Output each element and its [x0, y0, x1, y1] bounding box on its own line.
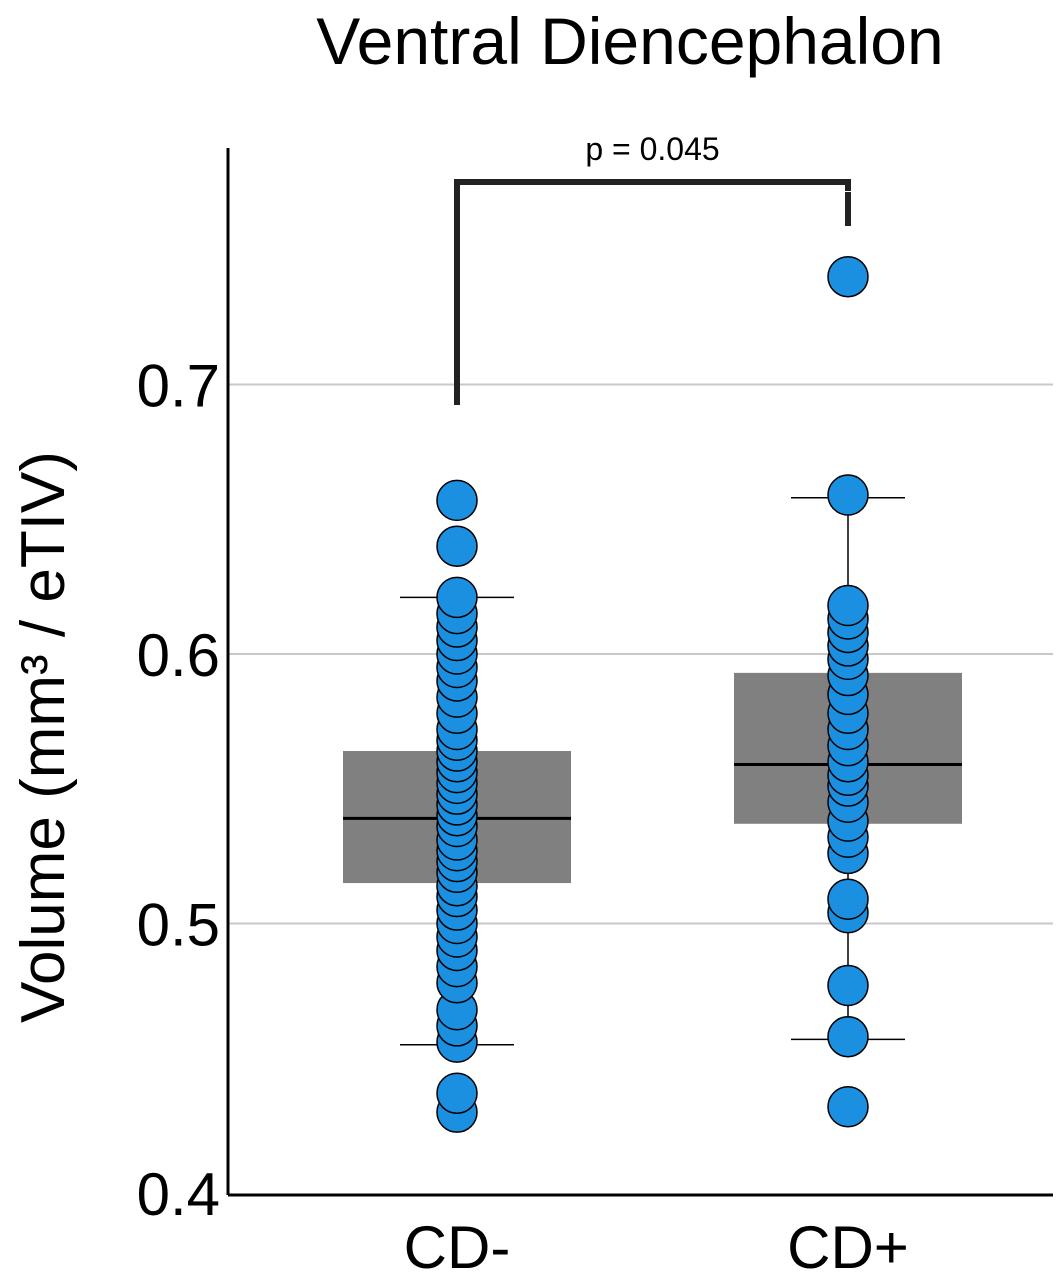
y-tick-label-0.6: 0.6 — [137, 622, 220, 689]
boxes — [343, 672, 962, 884]
data-point-CD--35 — [436, 576, 478, 619]
data-point-CD--37 — [436, 479, 478, 522]
y-tick-labels: 0.4 0.5 0.6 0.7 — [137, 353, 220, 1229]
y-tick-label-0.5: 0.5 — [137, 892, 220, 959]
p-value-label: p = 0.045 — [585, 131, 719, 167]
significance-annotation: p = 0.045 — [454, 131, 851, 405]
y-tick-label-0.7: 0.7 — [137, 353, 220, 420]
y-axis-label: Volume (mm³ / eTIV) — [9, 451, 78, 1023]
data-point-CD+-23 — [827, 255, 869, 298]
data-point-CD--1 — [436, 1072, 478, 1115]
chart-title: Ventral Diencephalon — [316, 4, 943, 78]
data-points — [436, 255, 869, 1133]
data-point-CD+-1 — [827, 1015, 869, 1058]
x-category-labels: CD- CD+ — [404, 1214, 909, 1280]
significance-bracket — [454, 179, 851, 405]
data-point-CD+-21 — [827, 584, 869, 627]
data-point-CD+-0 — [827, 1086, 869, 1128]
data-point-CD+-4 — [827, 878, 869, 920]
data-point-CD+-2 — [827, 964, 869, 1007]
y-tick-label-0.4: 0.4 — [137, 1161, 220, 1228]
axes — [226, 148, 1053, 1197]
data-point-CD--36 — [436, 525, 478, 567]
data-point-CD+-22 — [827, 474, 869, 516]
x-category-label-CD+: CD+ — [787, 1214, 909, 1280]
gridlines — [228, 383, 1053, 925]
x-category-label-CD-: CD- — [404, 1214, 511, 1280]
